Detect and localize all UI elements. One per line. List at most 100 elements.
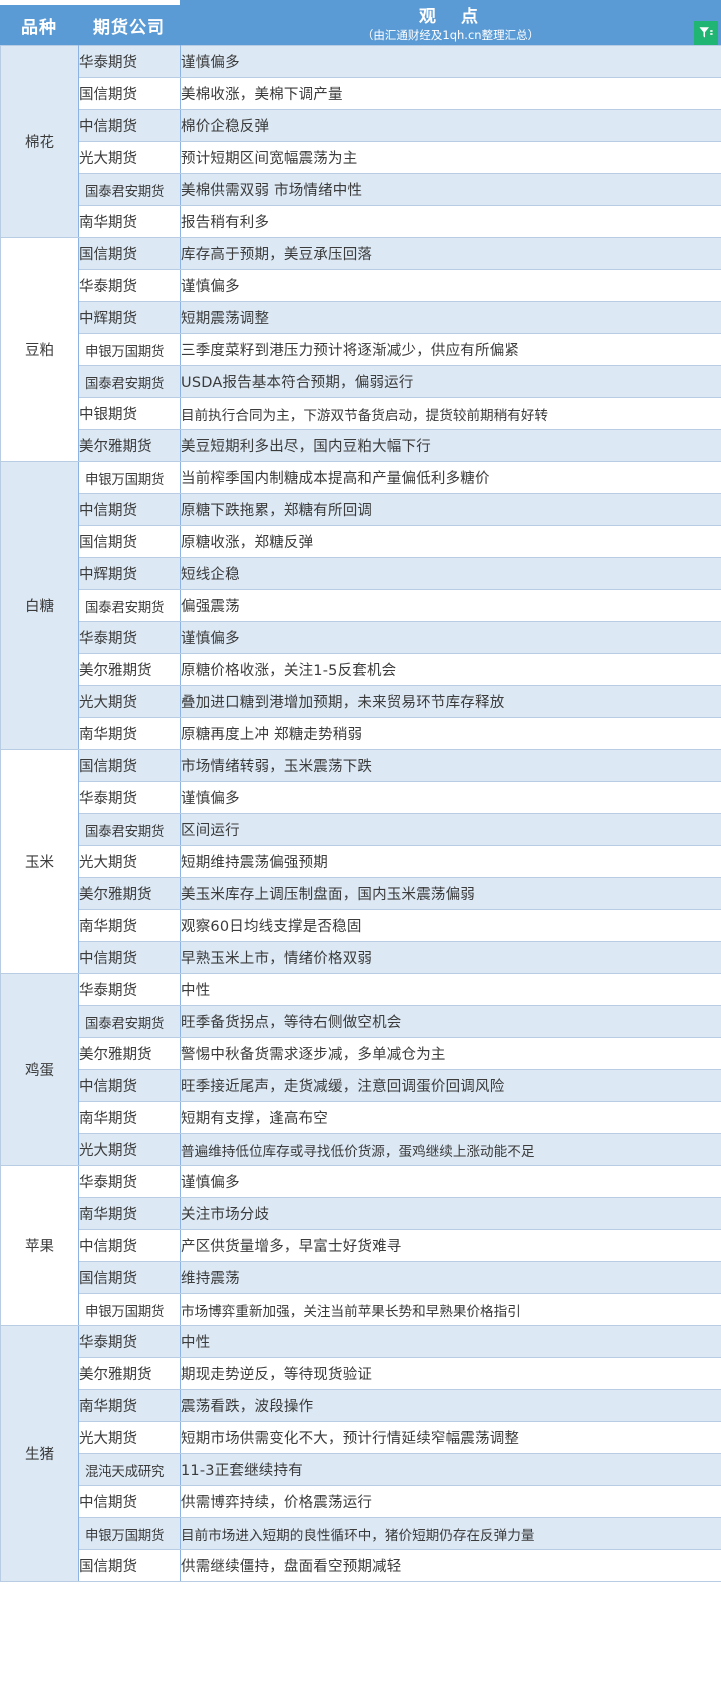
table-row: 南华期货 关注市场分歧	[1, 1197, 721, 1230]
view-cell: USDA报告基本符合预期，偏弱运行	[180, 365, 721, 398]
view-cell: 警惕中秋备货需求逐步减，多单减仓为主	[180, 1037, 721, 1070]
table-row: 中信期货 早熟玉米上市，情绪价格双弱	[1, 941, 721, 974]
view-cell: 震荡看跌，波段操作	[180, 1389, 721, 1422]
table-row: 光大期货 短期维持震荡偏强预期	[1, 845, 721, 878]
header-company: 期货公司	[93, 17, 165, 38]
view-cell: 目前执行合同为主，下游双节备货启动，提货较前期稍有好转	[180, 397, 721, 430]
company-cell: 中信期货	[78, 1485, 181, 1518]
company-cell: 中信期货	[78, 1229, 181, 1262]
view-cell: 短线企稳	[180, 557, 721, 590]
company-cell: 国泰君安期货	[78, 589, 181, 622]
table-row: 中信期货 棉价企稳反弹	[1, 109, 721, 142]
variety-cell: 白糖	[0, 461, 79, 750]
company-cell: 美尔雅期货	[78, 1357, 181, 1390]
view-cell: 预计短期区间宽幅震荡为主	[180, 141, 721, 174]
company-cell: 申银万国期货	[78, 1517, 181, 1550]
table-row: 国泰君安期货 偏强震荡	[1, 589, 721, 622]
table-row: 美尔雅期货 美豆短期利多出尽，国内豆粕大幅下行	[1, 429, 721, 462]
variety-cell: 玉米	[0, 749, 79, 974]
view-cell: 原糖收涨，郑糖反弹	[180, 525, 721, 558]
company-cell: 中辉期货	[78, 301, 181, 334]
table-row: 光大期货 预计短期区间宽幅震荡为主	[1, 141, 721, 174]
view-cell: 谨慎偏多	[180, 45, 721, 78]
company-cell: 光大期货	[78, 141, 181, 174]
table-row: 南华期货 原糖再度上冲 郑糖走势稍弱	[1, 717, 721, 750]
company-cell: 中信期货	[78, 941, 181, 974]
view-cell: 三季度菜籽到港压力预计将逐渐减少，供应有所偏紧	[180, 333, 721, 366]
header-variety: 品种	[21, 17, 57, 38]
table-row: 混沌天成研究 11-3正套继续持有	[1, 1453, 721, 1486]
view-cell: 原糖再度上冲 郑糖走势稍弱	[180, 717, 721, 750]
table-row: 玉米 国信期货 市场情绪转弱，玉米震荡下跌	[0, 749, 721, 974]
view-cell: 期现走势逆反，等待现货验证	[180, 1357, 721, 1390]
table-row: 中银期货 目前执行合同为主，下游双节备货启动，提货较前期稍有好转	[1, 397, 721, 430]
view-cell: 目前市场进入短期的良性循环中，猪价短期仍存在反弹力量	[180, 1517, 721, 1550]
view-cell: 产区供货量增多，早富士好货难寻	[180, 1229, 721, 1262]
company-cell: 申银万国期货	[78, 1293, 181, 1326]
view-cell: 旺季备货拐点，等待右侧做空机会	[180, 1005, 721, 1038]
table-row: 国泰君安期货 USDA报告基本符合预期，偏弱运行	[1, 365, 721, 398]
variety-cell: 鸡蛋	[0, 973, 79, 1166]
view-cell: 供需继续僵持，盘面看空预期减轻	[180, 1549, 721, 1582]
view-cell: 报告稍有利多	[180, 205, 721, 238]
table-row: 中信期货 产区供货量增多，早富士好货难寻	[1, 1229, 721, 1262]
company-cell: 南华期货	[78, 1101, 181, 1134]
table-row: 中信期货 旺季接近尾声，走货减缓，注意回调蛋价回调风险	[1, 1069, 721, 1102]
table-row: 华泰期货 谨慎偏多	[1, 269, 721, 302]
view-cell: 早熟玉米上市，情绪价格双弱	[180, 941, 721, 974]
view-cell: 市场情绪转弱，玉米震荡下跌	[180, 749, 721, 782]
view-cell: 旺季接近尾声，走货减缓，注意回调蛋价回调风险	[180, 1069, 721, 1102]
company-cell: 混沌天成研究	[78, 1453, 181, 1486]
company-cell: 华泰期货	[78, 621, 181, 654]
company-cell: 南华期货	[78, 205, 181, 238]
company-cell: 华泰期货	[78, 45, 181, 78]
company-cell: 南华期货	[78, 1389, 181, 1422]
view-cell: 当前榨季国内制糖成本提高和产量偏低利多糖价	[180, 461, 721, 494]
variety-cell: 豆粕	[0, 237, 79, 462]
company-cell: 南华期货	[78, 909, 181, 942]
view-cell: 中性	[180, 1325, 721, 1358]
table-row: 国信期货 原糖收涨，郑糖反弹	[1, 525, 721, 558]
variety-cell: 生猪	[0, 1325, 79, 1582]
table-row: 华泰期货 谨慎偏多	[1, 781, 721, 814]
view-cell: 原糖下跌拖累，郑糖有所回调	[180, 493, 721, 526]
table-row: 国泰君安期货 旺季备货拐点，等待右侧做空机会	[1, 1005, 721, 1038]
table-row: 棉花 华泰期货 谨慎偏多	[0, 45, 721, 238]
table-row: 南华期货 震荡看跌，波段操作	[1, 1389, 721, 1422]
table-row: 光大期货 短期市场供需变化不大，预计行情延续窄幅震荡调整	[1, 1421, 721, 1454]
table-row: 苹果 华泰期货 谨慎偏多	[0, 1165, 721, 1326]
header-view-subtitle: （由汇通财经及1qh.cn整理汇总）	[361, 27, 540, 42]
table-row: 生猪 华泰期货 中性	[0, 1325, 721, 1582]
view-cell: 短期有支撑，逢高布空	[180, 1101, 721, 1134]
company-cell: 华泰期货	[78, 781, 181, 814]
company-cell: 国泰君安期货	[78, 365, 181, 398]
company-cell: 国泰君安期货	[78, 173, 181, 206]
view-cell: 美棉供需双弱 市场情绪中性	[180, 173, 721, 206]
company-cell: 华泰期货	[78, 973, 181, 1006]
view-cell: 关注市场分歧	[180, 1197, 721, 1230]
table-row: 申银万国期货 三季度菜籽到港压力预计将逐渐减少，供应有所偏紧	[1, 333, 721, 366]
table-row: 南华期货 报告稍有利多	[1, 205, 721, 238]
company-cell: 中银期货	[78, 397, 181, 430]
view-cell: 谨慎偏多	[180, 621, 721, 654]
company-cell: 光大期货	[78, 1421, 181, 1454]
company-cell: 光大期货	[78, 685, 181, 718]
filter-icon[interactable]	[694, 21, 718, 45]
company-cell: 国信期货	[78, 237, 181, 270]
company-cell: 美尔雅期货	[78, 429, 181, 462]
view-cell: 短期维持震荡偏强预期	[180, 845, 721, 878]
view-cell: 中性	[180, 973, 721, 1006]
company-cell: 国泰君安期货	[78, 1005, 181, 1038]
table-row: 豆粕 国信期货 库存高于预期，美豆承压回落	[0, 237, 721, 462]
company-cell: 华泰期货	[78, 1165, 181, 1198]
company-cell: 国信期货	[78, 1261, 181, 1294]
view-cell: 叠加进口糖到港增加预期，未来贸易环节库存释放	[180, 685, 721, 718]
view-cell: 区间运行	[180, 813, 721, 846]
company-cell: 美尔雅期货	[78, 1037, 181, 1070]
header-notch	[0, 0, 180, 5]
view-cell: 市场博弈重新加强，关注当前苹果长势和早熟果价格指引	[180, 1293, 721, 1326]
view-cell: 短期震荡调整	[180, 301, 721, 334]
company-cell: 申银万国期货	[78, 461, 181, 494]
table-row: 国泰君安期货 美棉供需双弱 市场情绪中性	[1, 173, 721, 206]
